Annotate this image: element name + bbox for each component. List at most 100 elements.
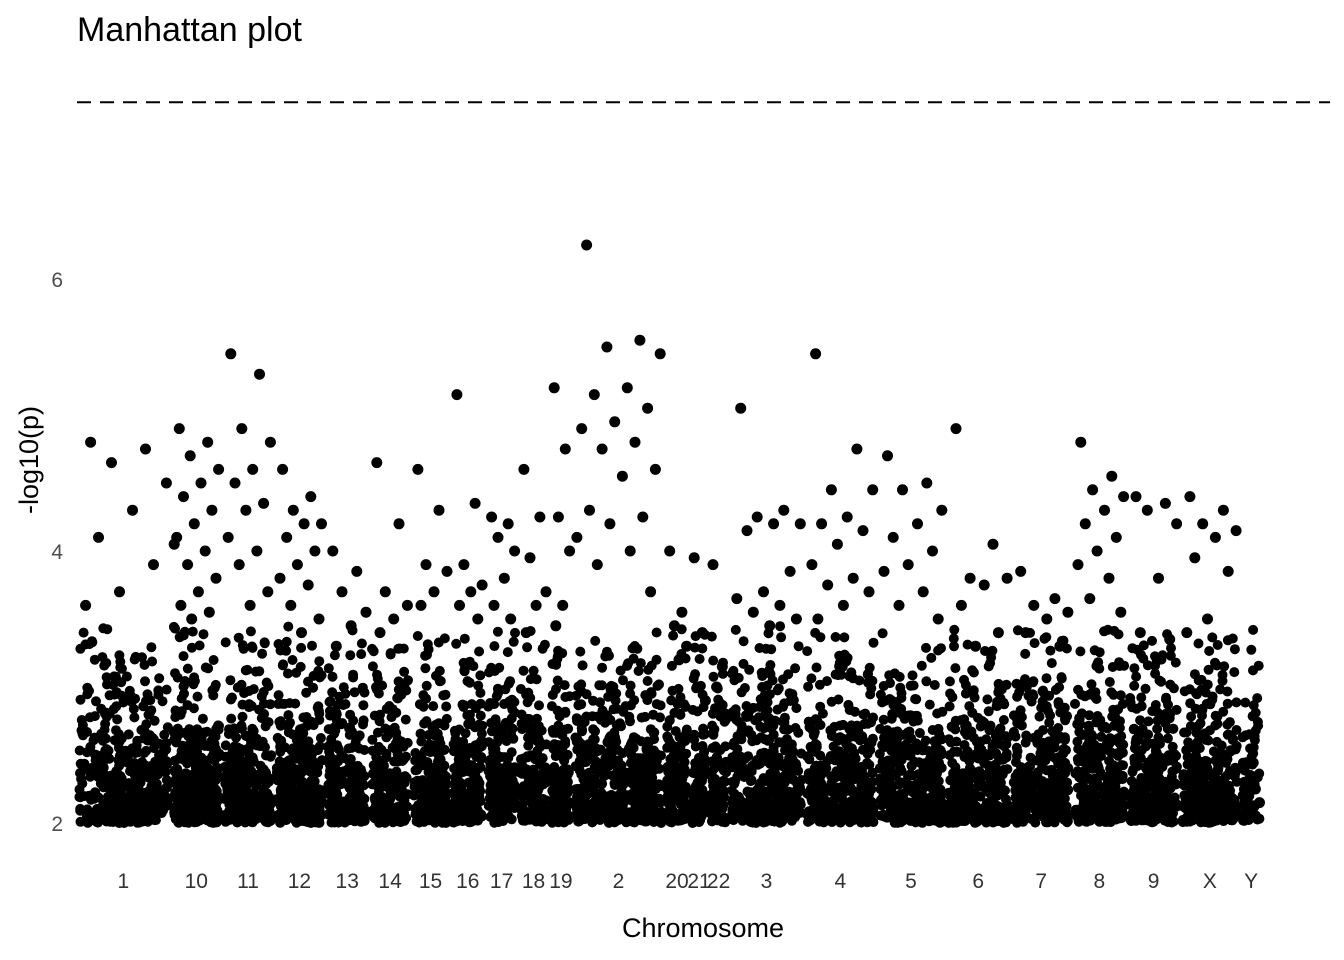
- snp-point: [168, 777, 179, 788]
- snp-point: [100, 718, 111, 729]
- snp-point: [330, 786, 341, 797]
- snp-point: [440, 689, 451, 700]
- snp-point: [203, 606, 215, 618]
- snp-point: [691, 681, 703, 693]
- snp-point: [570, 761, 581, 772]
- snp-point: [244, 599, 256, 611]
- snp-point: [237, 711, 248, 722]
- snp-point: [987, 538, 999, 550]
- snp-point: [950, 762, 961, 773]
- snp-point: [331, 709, 342, 720]
- snp-point: [731, 593, 743, 605]
- snp-point: [714, 815, 725, 825]
- snp-point: [778, 776, 789, 787]
- snp-point: [648, 709, 659, 720]
- snp-point: [78, 627, 89, 638]
- snp-point: [287, 655, 298, 665]
- snp-point: [559, 755, 570, 766]
- snp-point: [963, 777, 974, 788]
- snp-point: [816, 518, 828, 530]
- snp-point: [558, 748, 569, 759]
- snp-point: [510, 627, 520, 638]
- snp-point: [630, 772, 641, 783]
- snp-point: [220, 740, 231, 751]
- snp-point: [387, 742, 398, 753]
- snp-point: [209, 738, 220, 749]
- snp-point: [469, 813, 480, 824]
- snp-point: [397, 772, 408, 783]
- snp-point: [475, 670, 486, 681]
- snp-point: [907, 670, 918, 681]
- snp-point: [358, 700, 369, 711]
- snp-point: [540, 586, 552, 598]
- snp-point: [893, 779, 904, 790]
- snp-point: [259, 638, 270, 649]
- snp-point: [670, 726, 681, 737]
- snp-point: [309, 545, 321, 557]
- snp-point: [904, 804, 915, 815]
- snp-point: [522, 697, 533, 708]
- snp-point: [588, 695, 599, 706]
- snp-point: [325, 750, 335, 761]
- snp-point: [127, 504, 138, 516]
- snp-point: [985, 720, 996, 731]
- snp-point: [333, 814, 344, 825]
- snp-point: [441, 565, 453, 577]
- snp-point: [832, 749, 843, 759]
- snp-point: [211, 723, 222, 734]
- snp-point: [535, 807, 546, 818]
- snp-point: [240, 504, 252, 516]
- snp-point: [926, 652, 937, 663]
- snp-point: [837, 599, 849, 611]
- snp-point: [422, 639, 433, 650]
- snp-point: [790, 663, 801, 674]
- snp-point: [888, 735, 899, 746]
- snp-point: [891, 797, 902, 807]
- snp-point: [509, 545, 521, 557]
- snp-point: [868, 637, 879, 648]
- snp-point: [330, 640, 342, 652]
- snp-point: [613, 809, 624, 820]
- snp-point: [581, 239, 593, 251]
- snp-point: [99, 660, 110, 671]
- snp-point: [572, 733, 583, 744]
- snp-point: [818, 790, 829, 800]
- snp-point: [420, 650, 431, 661]
- snp-point: [258, 687, 269, 697]
- snp-point: [548, 786, 558, 797]
- snp-point: [387, 704, 398, 715]
- snp-point: [728, 815, 739, 826]
- snp-point: [518, 788, 529, 799]
- snp-point: [306, 775, 317, 786]
- snp-point: [530, 599, 542, 611]
- snp-point: [412, 463, 424, 475]
- snp-point: [188, 703, 199, 714]
- snp-point: [863, 586, 875, 598]
- snp-point: [815, 701, 826, 712]
- snp-point: [718, 775, 729, 786]
- snp-point: [778, 504, 790, 516]
- snp-point: [483, 737, 494, 748]
- snp-point: [936, 504, 948, 516]
- snp-point: [291, 667, 302, 678]
- snp-point: [144, 708, 155, 719]
- snp-point: [985, 749, 995, 760]
- snp-point: [278, 659, 289, 670]
- snp-point: [520, 627, 532, 639]
- snp-point: [831, 538, 843, 550]
- snp-point: [255, 760, 266, 771]
- snp-point: [688, 767, 698, 778]
- snp-point: [327, 545, 339, 557]
- snp-point: [625, 757, 636, 768]
- snp-point: [770, 715, 780, 726]
- snp-point: [751, 511, 763, 523]
- snp-point: [195, 756, 206, 767]
- snp-point: [877, 697, 888, 708]
- snp-point: [247, 752, 258, 763]
- snp-point: [141, 745, 152, 756]
- snp-point: [386, 787, 397, 798]
- snp-point: [173, 753, 184, 764]
- snp-point: [675, 741, 686, 752]
- snp-point: [385, 648, 396, 659]
- snp-point: [177, 780, 188, 791]
